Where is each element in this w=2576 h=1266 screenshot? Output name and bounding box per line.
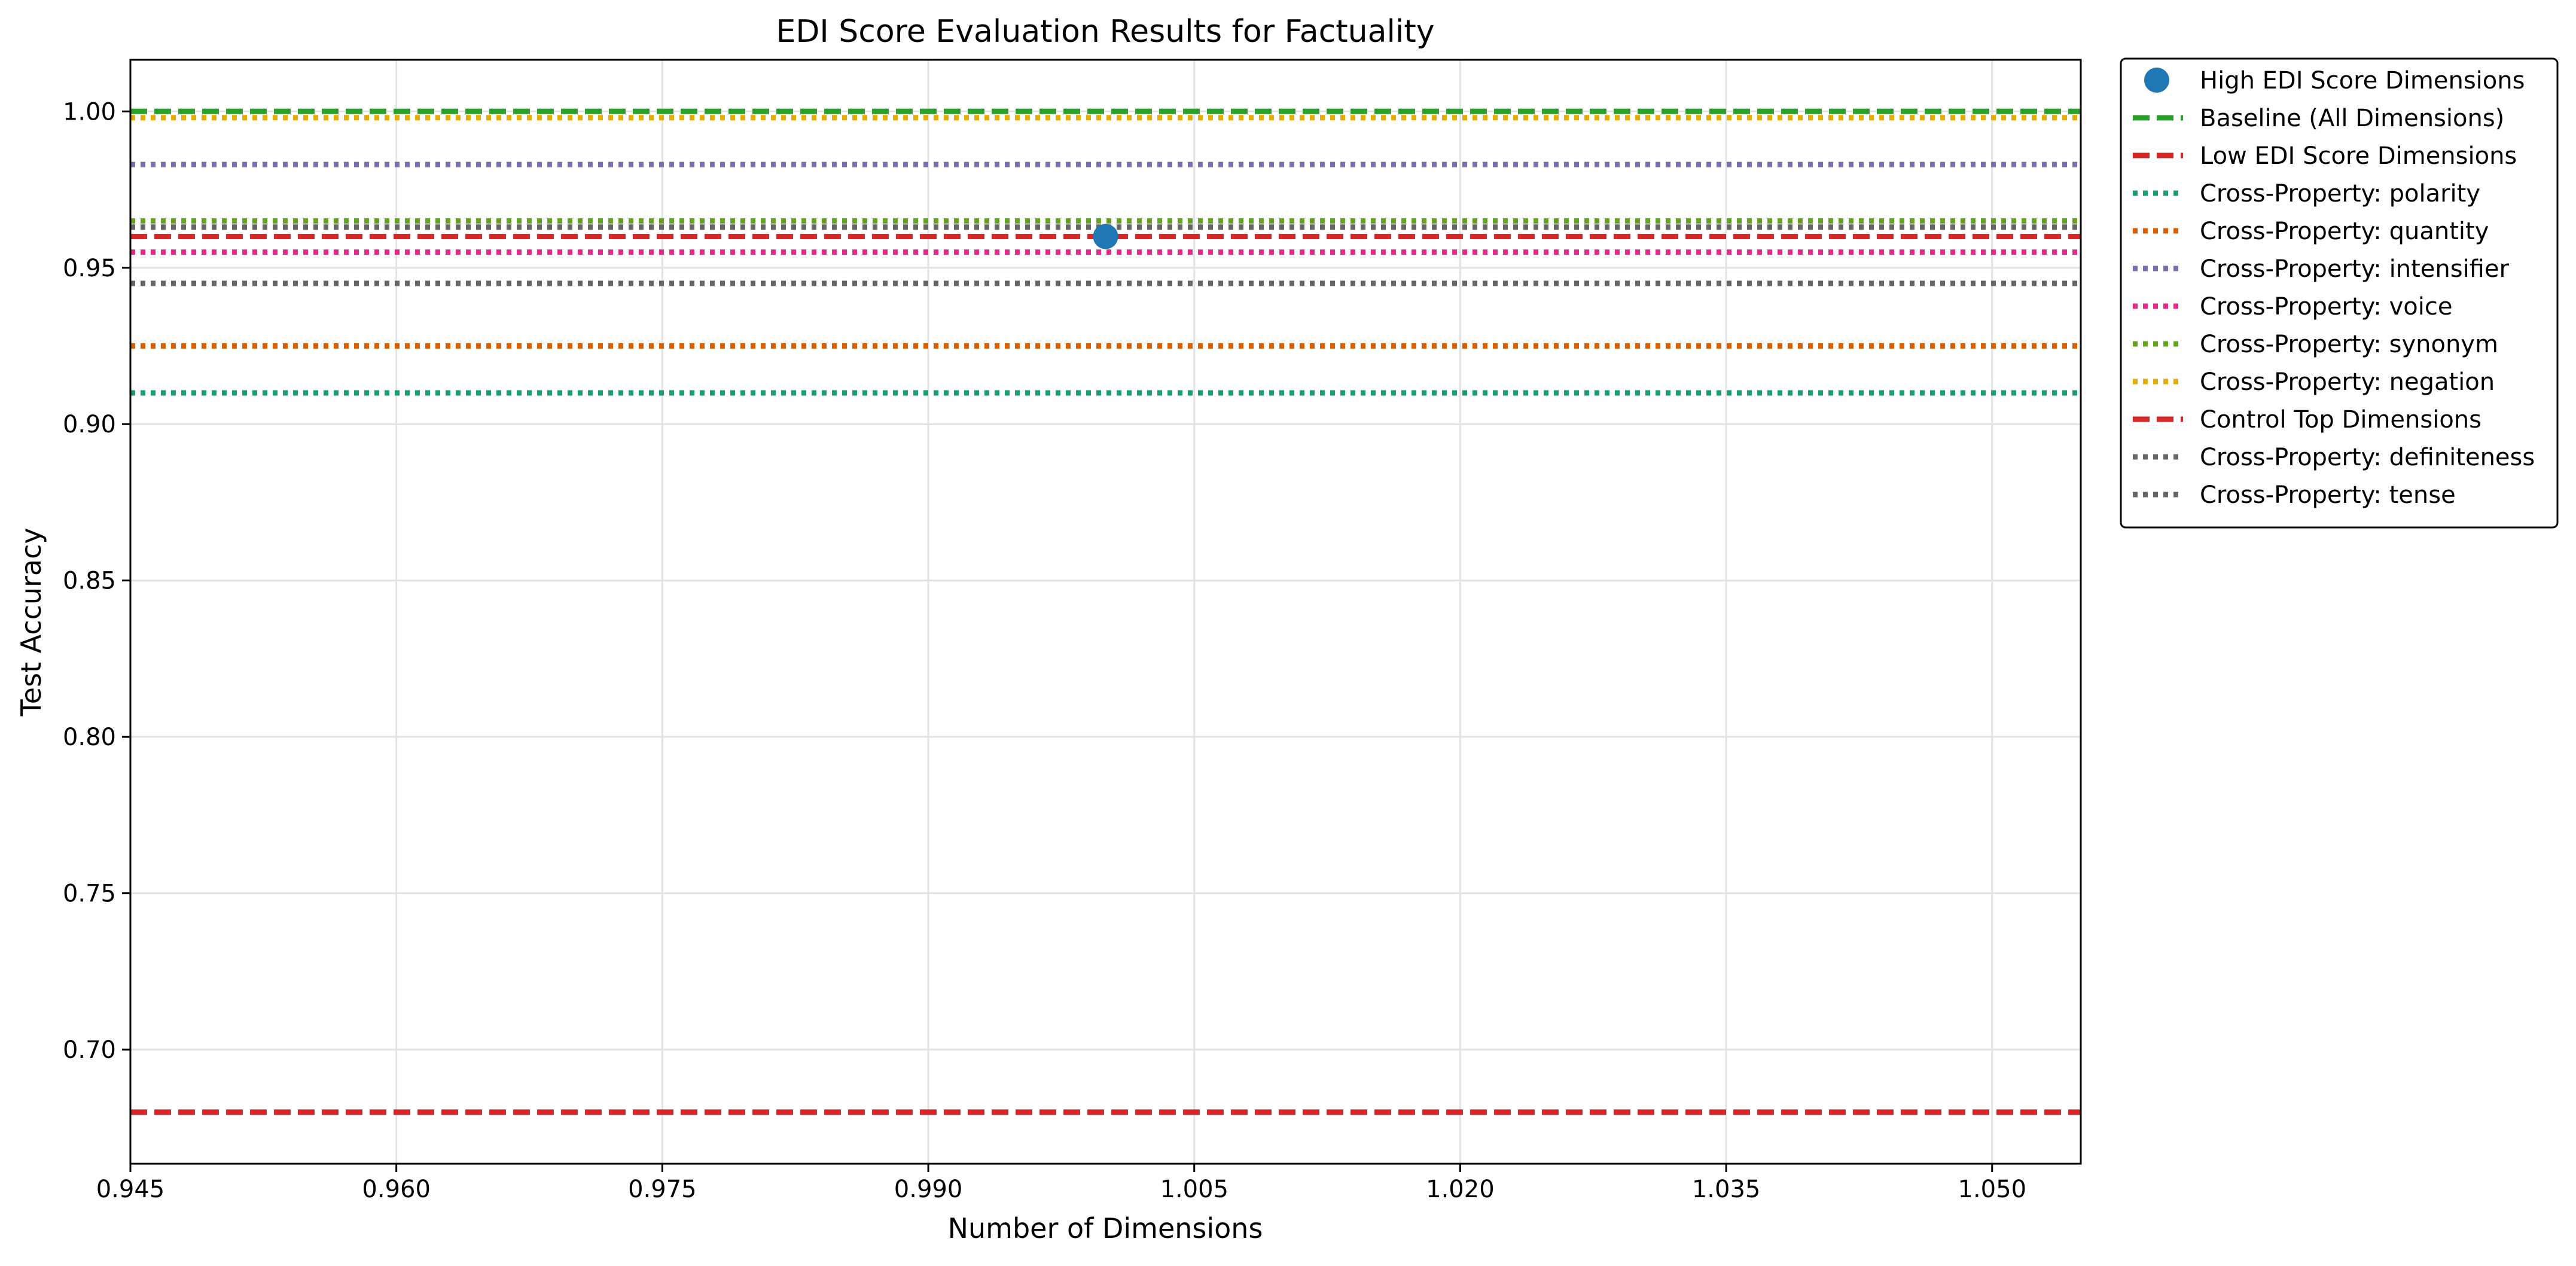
- legend-entry: Cross-Property: quantity: [2133, 218, 2489, 245]
- y-tick-label: 1.00: [63, 98, 116, 126]
- plot-frame: [129, 59, 2082, 1165]
- x-tick-label: 0.975: [628, 1176, 697, 1203]
- data-point-high-edi: [1093, 224, 1118, 249]
- legend-entry: Cross-Property: tense: [2133, 481, 2456, 509]
- axes-layer: 0.945 0.960 0.975 0.990 1.005 1.020 1.035 1.050…: [63, 59, 2082, 1203]
- x-tick-label: 1.035: [1692, 1176, 1761, 1203]
- y-tick-label: 0.70: [63, 1036, 116, 1064]
- x-tick-label: 0.945: [96, 1176, 165, 1203]
- legend-entry: Cross-Property: intensifier: [2133, 255, 2509, 283]
- legend-entry: Cross-Property: synonym: [2133, 331, 2498, 358]
- y-tick-label: 0.90: [63, 411, 116, 438]
- legend-label: Cross-Property: polarity: [2200, 180, 2480, 208]
- legend: High EDI Score Dimensions Baseline (All D…: [2120, 57, 2559, 529]
- legend-label: Low EDI Score Dimensions: [2200, 142, 2517, 170]
- legend-entry: High EDI Score Dimensions: [2144, 67, 2525, 94]
- legend-label: Cross-Property: synonym: [2200, 331, 2498, 358]
- plot-layer: [130, 108, 2081, 1115]
- legend-label: Cross-Property: negation: [2200, 368, 2495, 396]
- legend-label: Cross-Property: quantity: [2200, 218, 2489, 245]
- legend-box: [2120, 57, 2559, 529]
- legend-entry: Cross-Property: polarity: [2133, 180, 2480, 208]
- legend-entry: Cross-Property: voice: [2133, 293, 2452, 321]
- x-tick-label: 0.960: [362, 1176, 431, 1203]
- legend-entry: Low EDI Score Dimensions: [2133, 142, 2517, 170]
- x-tick-label: 1.050: [1958, 1176, 2027, 1203]
- legend-label: Baseline (All Dimensions): [2200, 105, 2504, 132]
- y-tick-label: 0.75: [63, 880, 116, 908]
- x-axis-label: Number of Dimensions: [948, 1212, 1263, 1244]
- y-tick-label: 0.80: [63, 724, 116, 751]
- y-tick-label: 0.85: [63, 568, 116, 595]
- legend-label: Cross-Property: intensifier: [2200, 255, 2509, 283]
- legend-entry: Baseline (All Dimensions): [2133, 105, 2504, 132]
- y-tick-label: 0.95: [63, 255, 116, 282]
- x-tick-label: 1.005: [1160, 1176, 1228, 1203]
- x-tick-label: 1.020: [1426, 1176, 1495, 1203]
- legend-label: Cross-Property: definiteness: [2200, 444, 2535, 471]
- legend-label: Control Top Dimensions: [2200, 406, 2482, 434]
- legend-entry: Control Top Dimensions: [2133, 406, 2482, 434]
- legend-entry: Cross-Property: definiteness: [2133, 444, 2535, 471]
- legend-label: Cross-Property: voice: [2200, 293, 2452, 321]
- legend-entry: Cross-Property: negation: [2133, 368, 2495, 396]
- legend-label: High EDI Score Dimensions: [2200, 67, 2525, 94]
- legend-marker-point: [2144, 68, 2169, 93]
- y-axis-label: Test Accuracy: [15, 527, 47, 716]
- x-tick-label: 0.990: [894, 1176, 963, 1203]
- legend-label: Cross-Property: tense: [2200, 481, 2456, 509]
- chart-title: EDI Score Evaluation Results for Factual…: [776, 14, 1434, 50]
- grid-layer: [129, 60, 2081, 1164]
